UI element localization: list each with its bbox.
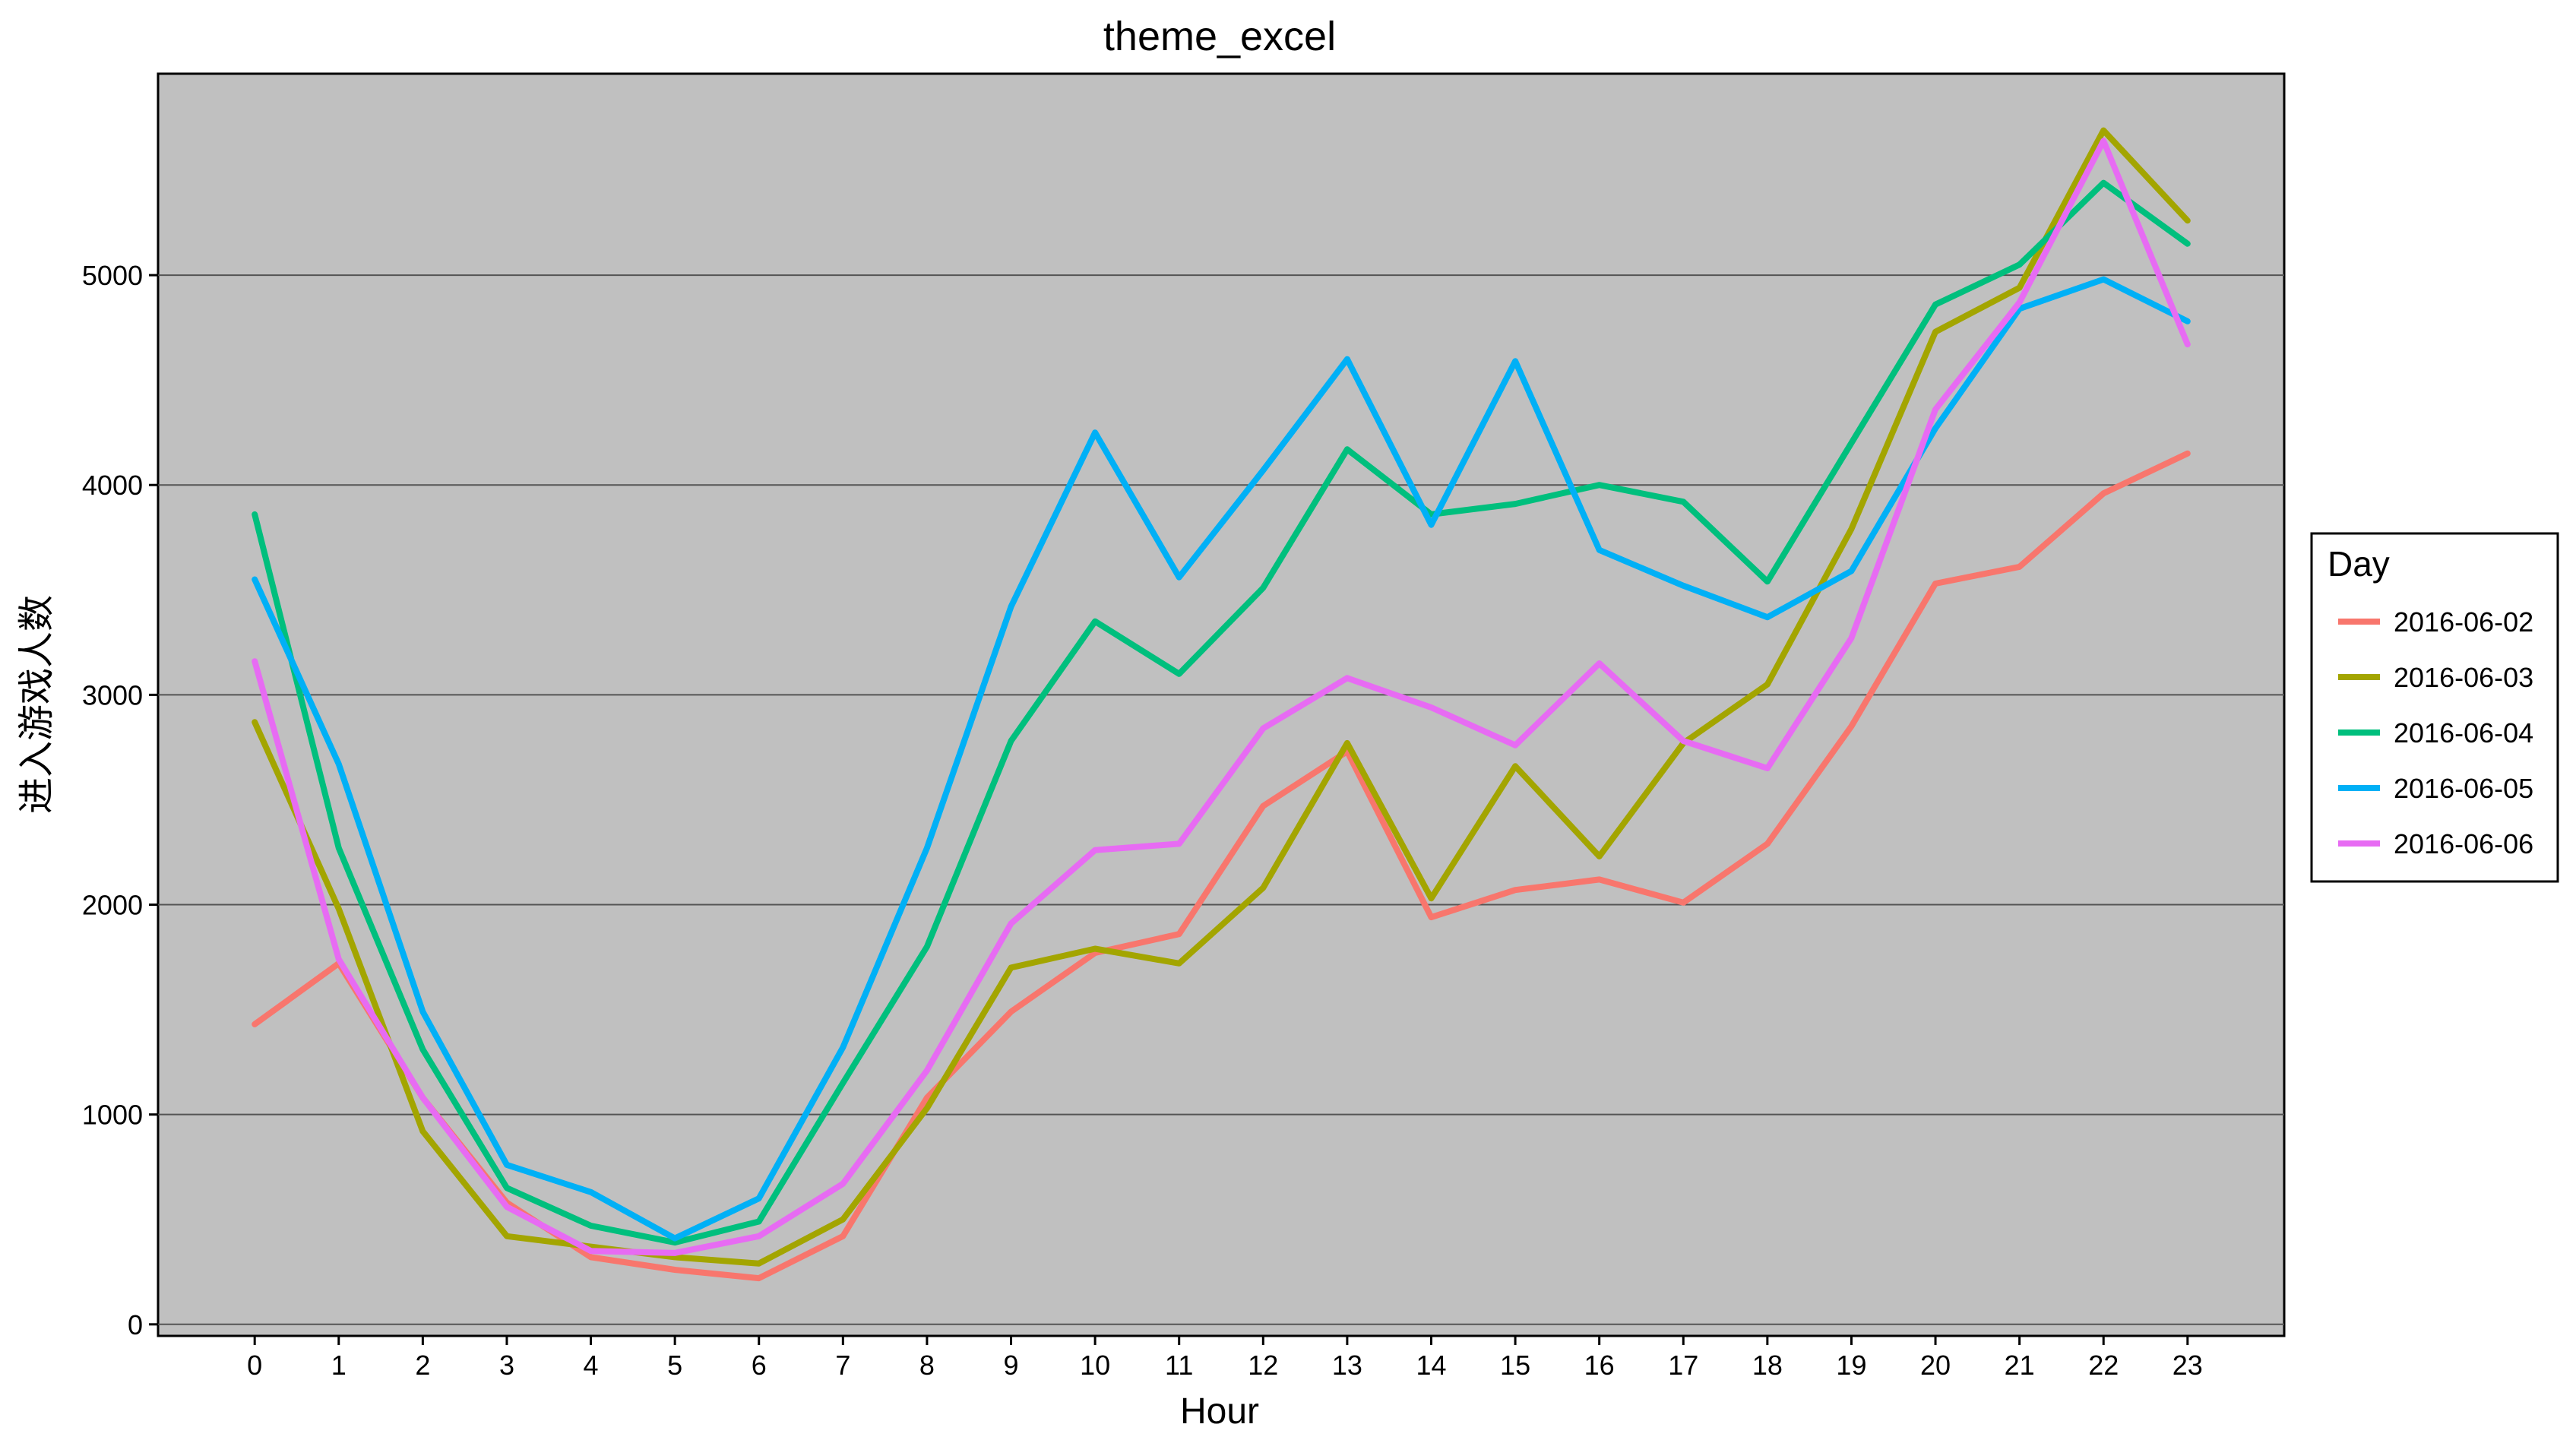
x-tick-label: 8 bbox=[919, 1350, 935, 1381]
x-tick-label: 19 bbox=[1836, 1350, 1866, 1381]
x-axis-title: Hour bbox=[1180, 1391, 1259, 1432]
x-tick-label: 4 bbox=[584, 1350, 599, 1381]
legend-items: 2016-06-02 2016-06-03 2016-06-04 2016-06-05… bbox=[2338, 606, 2533, 859]
x-tick-label: 18 bbox=[1752, 1350, 1783, 1381]
series-line-2016-06-02 bbox=[252, 450, 2191, 1282]
series-line-2016-06-06 bbox=[252, 138, 2191, 1256]
x-tick-label: 14 bbox=[1416, 1350, 1446, 1381]
y-tick-label: 4000 bbox=[82, 470, 143, 501]
x-tick-label: 16 bbox=[1584, 1350, 1615, 1381]
x-tick-label: 9 bbox=[1004, 1350, 1019, 1381]
x-tick-label: 20 bbox=[1920, 1350, 1951, 1381]
legend-label: 2016-06-05 bbox=[2394, 773, 2533, 804]
x-tick-label: 0 bbox=[247, 1350, 262, 1381]
x-tick-label: 12 bbox=[1248, 1350, 1278, 1381]
legend-title: Day bbox=[2328, 544, 2390, 584]
y-tick-label: 5000 bbox=[82, 260, 143, 291]
plot-panel bbox=[157, 72, 2286, 1337]
legend-label: 2016-06-03 bbox=[2394, 662, 2533, 693]
x-tick-label: 1 bbox=[331, 1350, 347, 1381]
x-tick-label: 15 bbox=[1500, 1350, 1530, 1381]
chart-title: theme_excel bbox=[1103, 14, 1336, 59]
x-tick-label: 23 bbox=[2173, 1350, 2203, 1381]
x-tick-label: 13 bbox=[1332, 1350, 1362, 1381]
x-tick-label: 17 bbox=[1668, 1350, 1698, 1381]
x-tick-label: 7 bbox=[835, 1350, 850, 1381]
x-tick-label: 11 bbox=[1165, 1350, 1193, 1381]
x-tick-label: 2 bbox=[415, 1350, 430, 1381]
data-series bbox=[252, 127, 2191, 1282]
y-axis-title: 进入游戏人数 bbox=[17, 595, 57, 814]
x-tick-label: 21 bbox=[2005, 1350, 2035, 1381]
series-line-2016-06-05 bbox=[252, 276, 2191, 1242]
legend-label: 2016-06-06 bbox=[2394, 828, 2533, 859]
legend: Day 2016-06-022016-06-032016-06-042016-0… bbox=[2310, 532, 2559, 883]
y-tick-label: 3000 bbox=[82, 679, 143, 711]
x-tick-label: 22 bbox=[2088, 1350, 2119, 1381]
y-tick-label: 2000 bbox=[82, 890, 143, 921]
x-tick-label: 3 bbox=[499, 1350, 514, 1381]
y-tick-label: 1000 bbox=[82, 1100, 143, 1131]
legend-box bbox=[2310, 532, 2559, 883]
legend-label: 2016-06-04 bbox=[2394, 717, 2533, 748]
legend-label: 2016-06-02 bbox=[2394, 606, 2533, 638]
series-line-2016-06-04 bbox=[252, 179, 2191, 1246]
x-tick-label: 6 bbox=[752, 1350, 767, 1381]
x-tick-label: 5 bbox=[667, 1350, 682, 1381]
grid-lines bbox=[158, 274, 2284, 1325]
x-tick-label: 10 bbox=[1080, 1350, 1110, 1381]
y-tick-label: 0 bbox=[128, 1309, 143, 1340]
